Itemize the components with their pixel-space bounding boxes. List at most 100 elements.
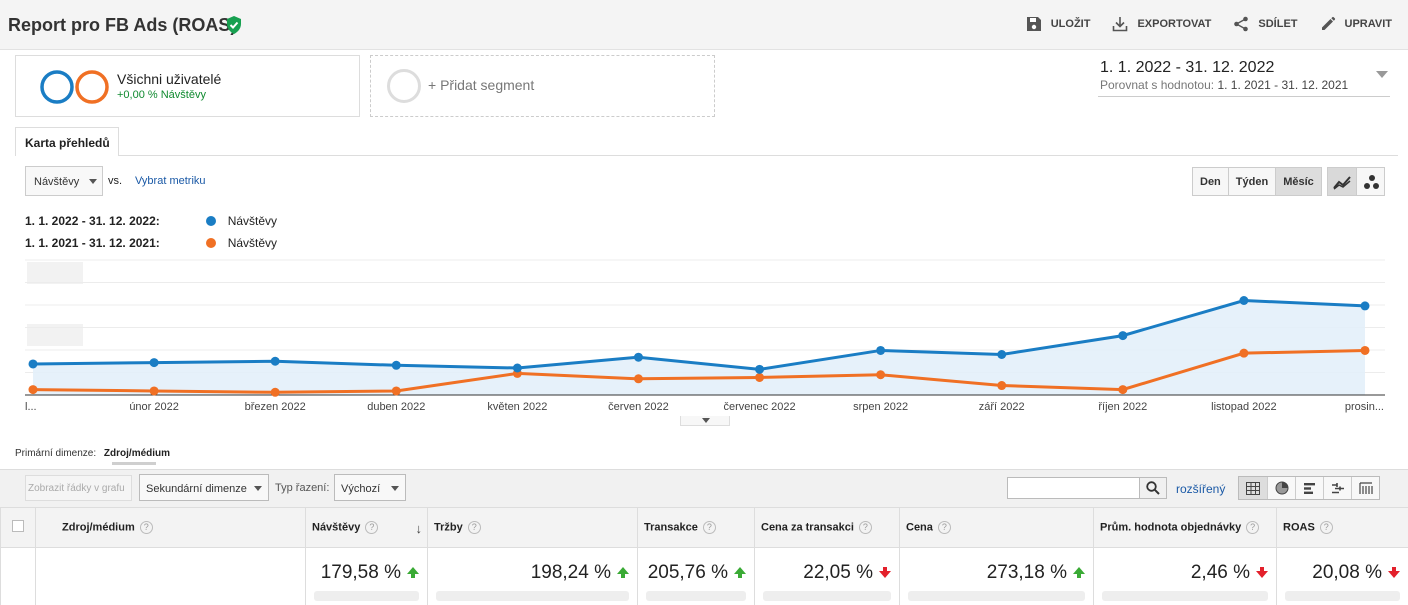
- help-icon[interactable]: ?: [365, 521, 379, 534]
- summary-transactions: 205,76 %: [637, 547, 755, 605]
- column-header-cost-per-transaction[interactable]: Cena za transakci?: [754, 507, 900, 548]
- data-point: [270, 356, 280, 366]
- view-performance-button[interactable]: [1295, 477, 1323, 499]
- redacted-value: [314, 591, 419, 601]
- save-icon: [1026, 17, 1041, 31]
- help-icon[interactable]: ?: [858, 521, 872, 534]
- pencil-icon: [1321, 16, 1335, 30]
- line-chart-button[interactable]: [1328, 168, 1356, 195]
- trend-up-icon: [617, 567, 629, 578]
- legend-period: 1. 1. 2022 - 31. 12. 2022:: [25, 214, 160, 228]
- plot-rows-button: Zobrazit řádky v grafu: [25, 475, 132, 501]
- data-point: [1118, 385, 1128, 395]
- comparison-icon: [1331, 482, 1344, 493]
- summary-avg-order-value: 2,46 %: [1093, 547, 1277, 605]
- primary-dimension: Primární dimenze: Zdroj/médium: [15, 448, 170, 459]
- share-label: SDÍLET: [1258, 18, 1298, 30]
- sort-type-select[interactable]: Výchozí: [334, 474, 406, 501]
- summary-visits: 179,58 %: [305, 547, 428, 605]
- help-icon[interactable]: ?: [937, 521, 951, 534]
- column-header-avg-order-value[interactable]: Prům. hodnota objednávky?: [1093, 507, 1277, 548]
- help-icon[interactable]: ?: [702, 521, 716, 534]
- column-label: Návštěvy: [312, 521, 361, 534]
- primary-dimension-label: Primární dimenze:: [15, 448, 97, 459]
- view-comparison-button[interactable]: [1323, 477, 1351, 499]
- metric-select-value: Návštěvy: [34, 176, 80, 188]
- advanced-filter-link[interactable]: rozšířený: [1176, 482, 1226, 496]
- trend-down-icon: [1256, 567, 1268, 578]
- export-button[interactable]: EXPORTOVAT: [1112, 16, 1211, 32]
- metric-select[interactable]: Návštěvy: [25, 166, 103, 196]
- column-header-cost[interactable]: Cena?: [899, 507, 1094, 548]
- column-header-roas[interactable]: ROAS?: [1276, 507, 1408, 548]
- data-point: [1239, 348, 1249, 358]
- column-header-revenue[interactable]: Tržby?: [427, 507, 638, 548]
- chart-type-toggle: [1327, 167, 1385, 196]
- select-all-checkbox[interactable]: [12, 520, 24, 532]
- x-tick-label: červenec 2022: [723, 401, 795, 413]
- grid-icon: [1246, 481, 1260, 495]
- table-search-input[interactable]: [1007, 477, 1140, 499]
- data-point: [512, 363, 522, 373]
- summary-value: 2,46 %: [1190, 562, 1250, 583]
- data-point: [876, 345, 886, 355]
- compare-value: 1. 1. 2021 - 31. 12. 2021: [1217, 78, 1349, 92]
- select-metric-link[interactable]: Vybrat metriku: [135, 175, 206, 187]
- column-header-visits[interactable]: Návštěvy? ↓: [305, 507, 428, 548]
- legend-row-current: 1. 1. 2022 - 31. 12. 2022: Návštěvy: [25, 214, 277, 228]
- chart-collapse-toggle[interactable]: [680, 416, 730, 426]
- date-range-compare: Porovnat s hodnotou: 1. 1. 2021 - 31. 12…: [1100, 78, 1348, 92]
- view-data-button[interactable]: [1239, 477, 1267, 499]
- date-range-picker[interactable]: 1. 1. 2022 - 31. 12. 2022 Porovnat s hod…: [1098, 57, 1390, 97]
- search-button[interactable]: [1139, 477, 1167, 499]
- data-point: [391, 386, 401, 396]
- data-point: [633, 352, 643, 362]
- add-segment-button[interactable]: + Přidat segment: [370, 55, 715, 117]
- tab-explorer[interactable]: Karta přehledů: [15, 127, 119, 156]
- secondary-dimension-select[interactable]: Sekundární dimenze: [139, 474, 269, 501]
- redacted-value: [1102, 591, 1268, 601]
- line-chart-icon: [1333, 175, 1351, 190]
- column-header-transactions[interactable]: Transakce?: [637, 507, 755, 548]
- visits-line-chart: l... únor 2022 březen 2022 duben 2022 květen…: [25, 259, 1385, 413]
- tab-divider: [15, 155, 1398, 156]
- search-icon: [1146, 481, 1160, 495]
- x-tick-label: červen 2022: [608, 401, 669, 413]
- view-pivot-button[interactable]: [1351, 477, 1379, 499]
- help-icon[interactable]: ?: [1246, 521, 1260, 534]
- column-header-source-medium[interactable]: Zdroj/médium?: [35, 507, 306, 548]
- edit-button[interactable]: UPRAVIT: [1320, 16, 1392, 32]
- share-button[interactable]: SDÍLET: [1233, 16, 1298, 32]
- bar-list-icon: [1303, 482, 1315, 494]
- column-label: Cena za transakci: [761, 521, 854, 534]
- pivot-icon: [1358, 481, 1373, 494]
- chevron-down-icon: [89, 179, 97, 184]
- series-area-fill: [33, 300, 1365, 395]
- granularity-day[interactable]: Den: [1193, 168, 1229, 195]
- scatter-icon: [1363, 174, 1379, 189]
- granularity-week[interactable]: Týden: [1228, 168, 1277, 195]
- x-tick-label: říjen 2022: [1098, 401, 1147, 413]
- compare-label: Porovnat s hodnotou:: [1100, 78, 1215, 92]
- view-percentage-button[interactable]: [1267, 477, 1295, 499]
- save-button[interactable]: ULOŽIT: [1026, 16, 1090, 32]
- help-icon[interactable]: ?: [467, 521, 481, 534]
- table-view-toggle: [1238, 476, 1380, 500]
- primary-dimension-value[interactable]: Zdroj/médium: [103, 448, 171, 459]
- data-point: [755, 372, 765, 382]
- redacted-value: [646, 591, 746, 601]
- date-range-main: 1. 1. 2022 - 31. 12. 2022: [1100, 59, 1275, 76]
- help-icon[interactable]: ?: [139, 521, 153, 534]
- help-icon[interactable]: ?: [1319, 521, 1333, 534]
- legend-metric: Návštěvy: [227, 236, 278, 250]
- granularity-month[interactable]: Měsíc: [1276, 168, 1321, 195]
- data-point: [633, 374, 643, 384]
- redacted-value: [1285, 591, 1400, 601]
- trend-down-icon: [1388, 567, 1400, 578]
- scatter-chart-button[interactable]: [1356, 168, 1384, 195]
- summary-value: 205,76 %: [647, 562, 728, 583]
- segment-name: Všichni uživatelé: [117, 71, 222, 87]
- data-point: [997, 350, 1007, 359]
- segment-all-users[interactable]: Všichni uživatelé +0,00 % Návštěvy: [15, 55, 360, 117]
- column-label: ROAS: [1283, 521, 1315, 534]
